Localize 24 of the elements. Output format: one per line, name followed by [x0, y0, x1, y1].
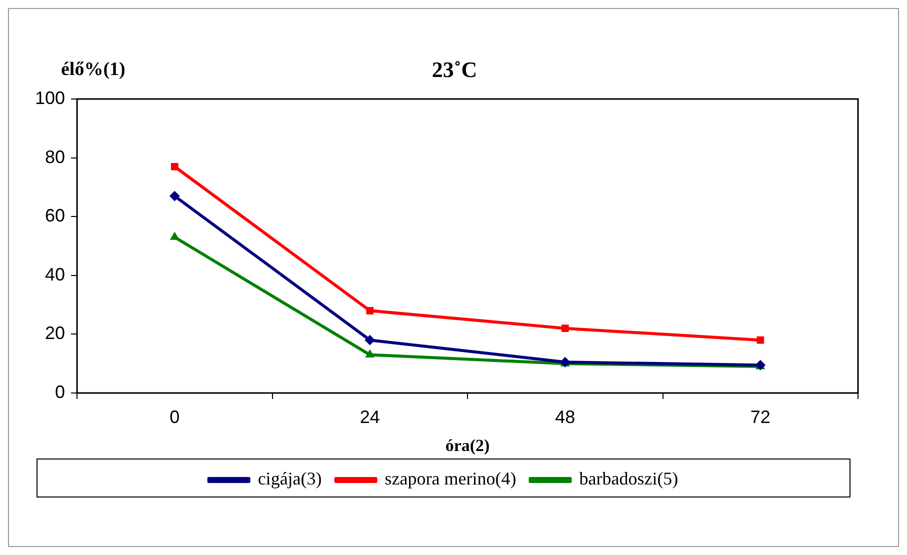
x-tick-label: 0: [170, 406, 180, 427]
y-tick-label: 40: [45, 264, 66, 284]
y-tick-label: 0: [55, 382, 66, 402]
y-tick-label: 80: [45, 146, 66, 167]
y-tick-label: 20: [45, 323, 66, 344]
y-axis-title: élő%(1): [61, 59, 126, 81]
point: [366, 307, 374, 314]
y-tick-label: 60: [45, 206, 66, 226]
legend-label: cigája(3): [258, 468, 322, 489]
x-tick-label: 24: [360, 406, 380, 427]
point: [366, 350, 374, 358]
point: [756, 336, 764, 344]
x-axis-title: óra(2): [445, 436, 490, 456]
y-tick-label: 100: [34, 88, 66, 108]
x-tick-label: 72: [750, 406, 770, 427]
x-tick-label: 48: [555, 406, 576, 427]
chart-title: 23˚C: [432, 57, 478, 82]
point: [170, 232, 180, 240]
point: [170, 191, 180, 202]
point: [561, 324, 569, 332]
legend-label: barbadoszi(5): [579, 468, 678, 489]
point: [170, 162, 178, 170]
legend-label: szapora merino(4): [384, 468, 516, 489]
point: [364, 335, 375, 346]
